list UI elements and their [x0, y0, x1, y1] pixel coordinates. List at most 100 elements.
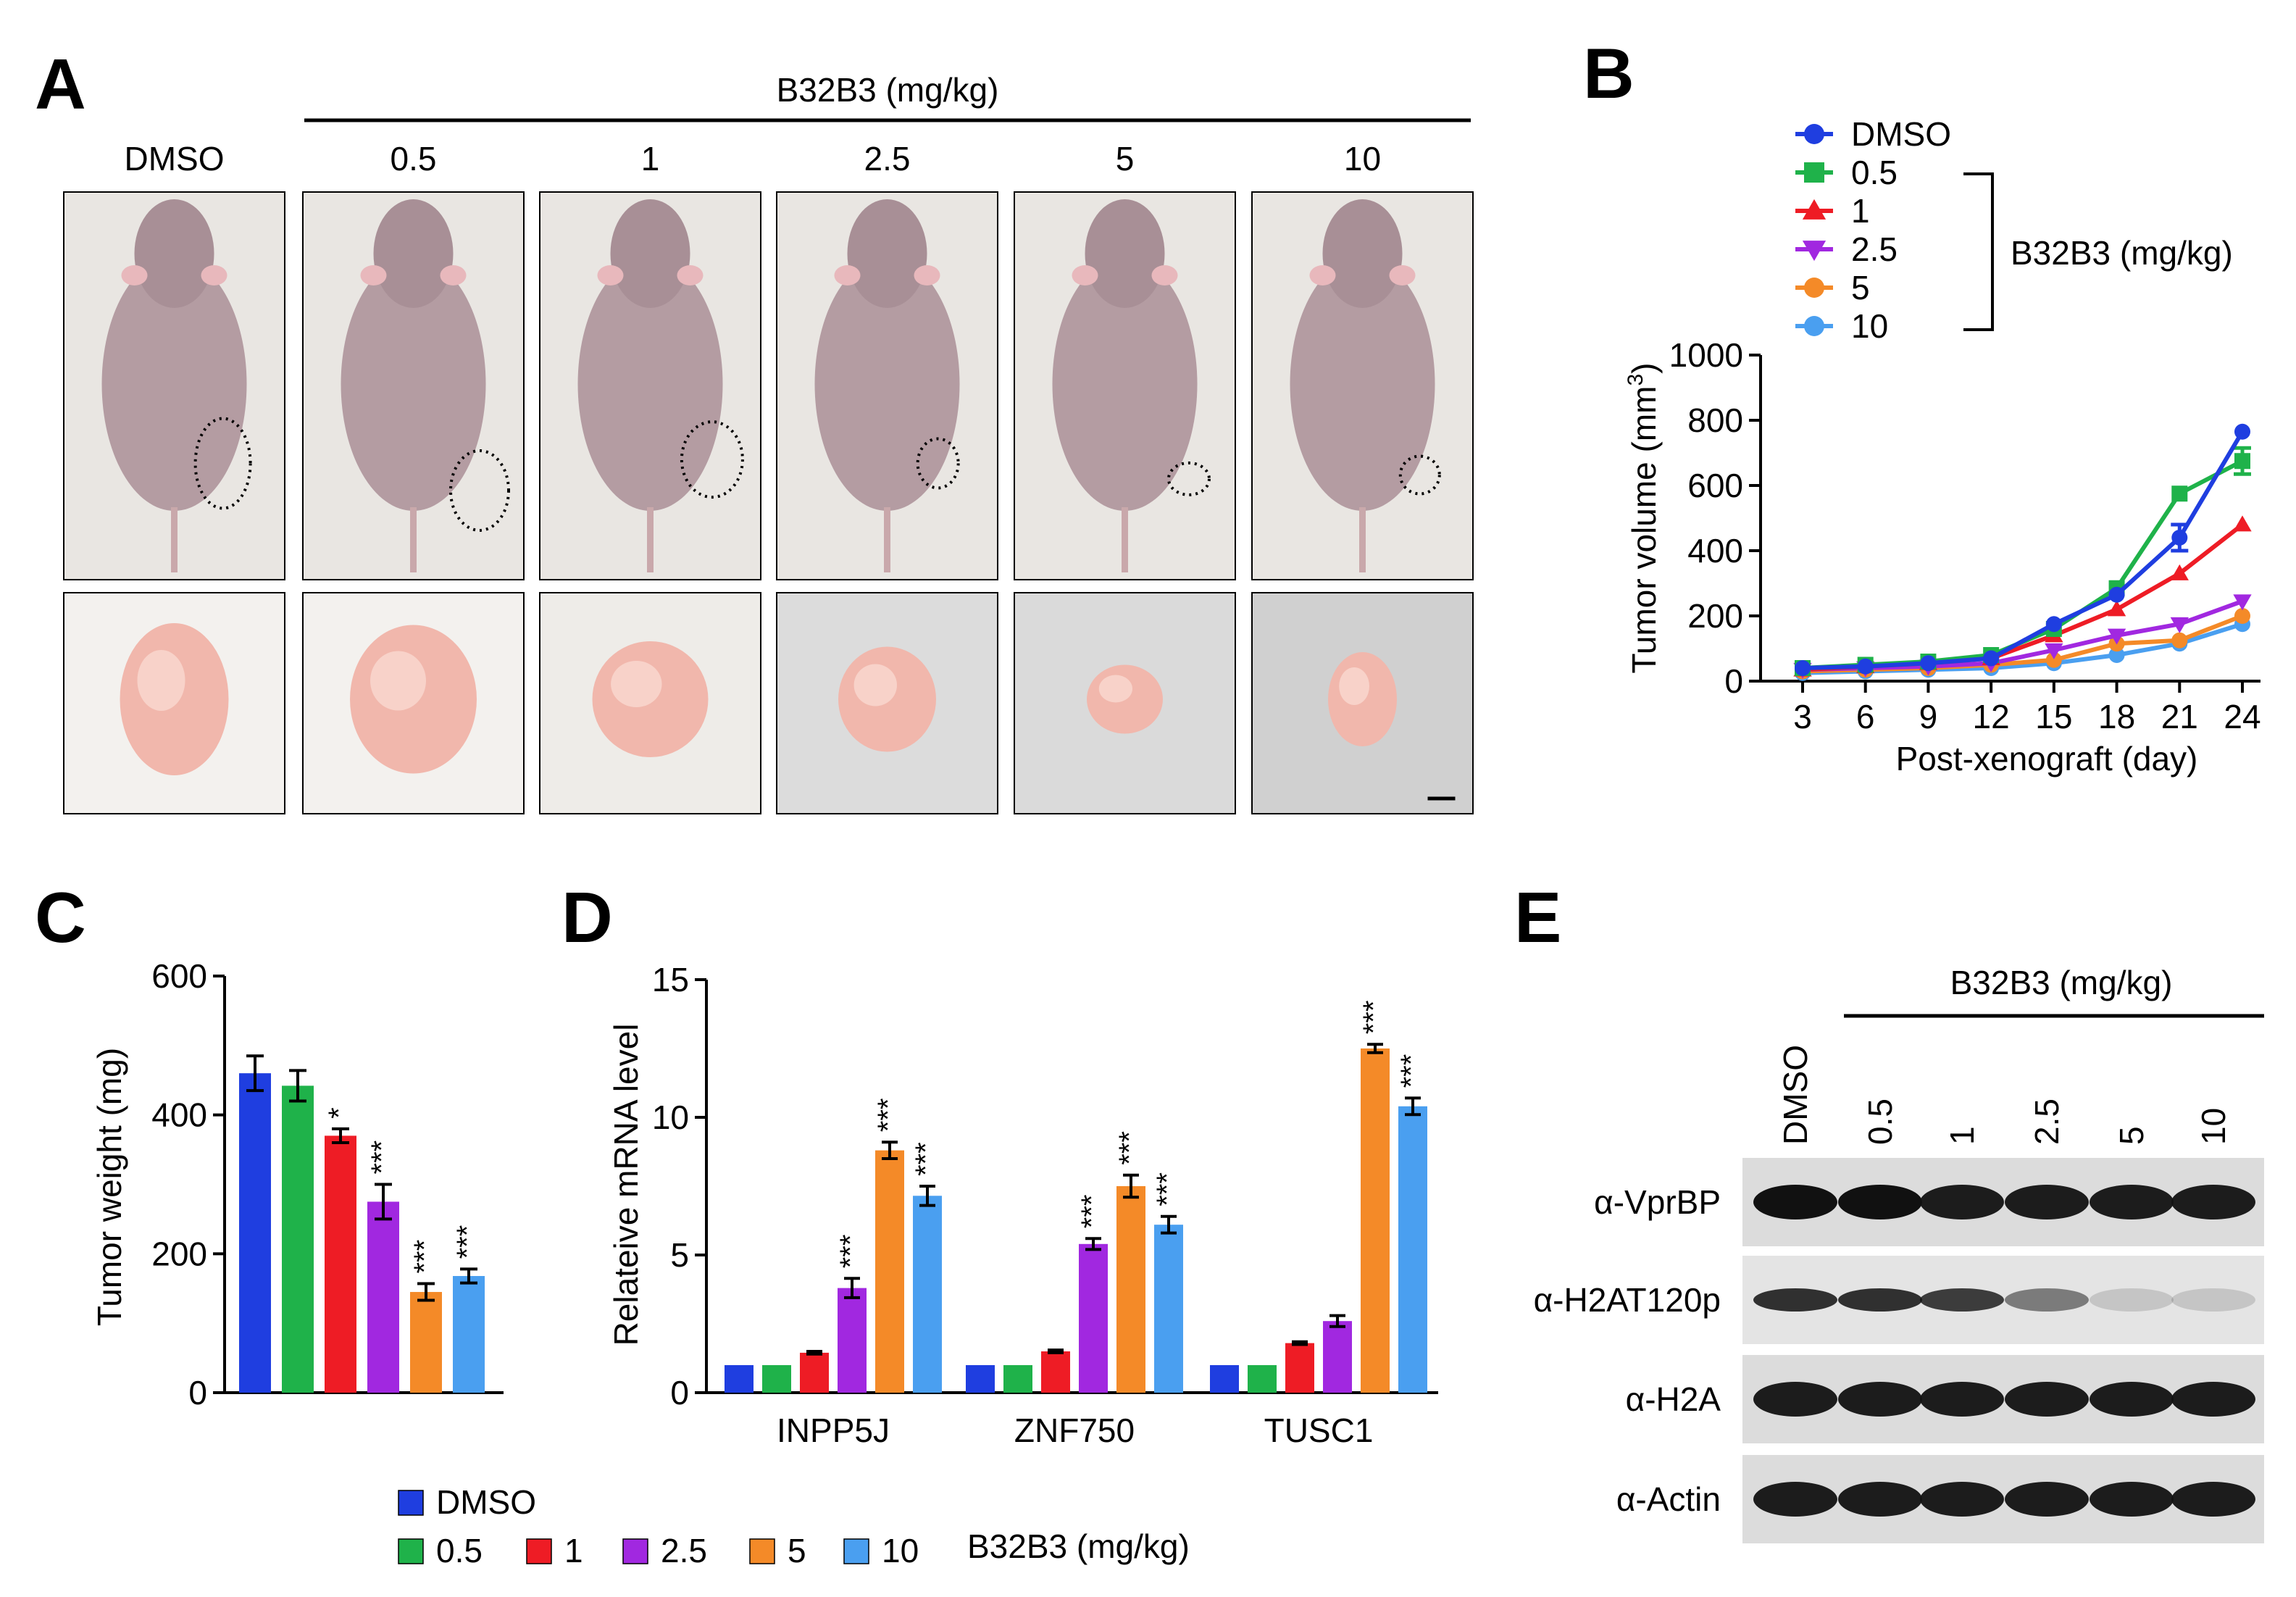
tumor-dotted-outline [193, 417, 252, 510]
blot-band [2090, 1185, 2174, 1219]
legend-swatch-DMSO [398, 1490, 424, 1516]
mouse-ear [360, 265, 387, 285]
significance-mark: *** [872, 1098, 904, 1132]
bottom-legend-suffix: B32B3 (mg/kg) [967, 1527, 1190, 1565]
data-point [1983, 650, 2000, 667]
panel-d-y-tick-label: 5 [670, 1236, 689, 1274]
bar-5 [875, 1150, 904, 1393]
bar-DMSO [239, 1073, 271, 1393]
blot-band [1920, 1288, 2004, 1312]
panel-b-x-tick-label: 9 [1919, 698, 1938, 735]
blot-label: α-H2A [1626, 1380, 1721, 1418]
legend-marker [1802, 241, 1827, 262]
panel-e-lane-label: 1 [1943, 1126, 1981, 1145]
blot-band [2171, 1482, 2255, 1517]
panel-b-y-tick-label: 1000 [1669, 336, 1743, 374]
data-point [2107, 600, 2126, 617]
significance-mark: *** [1358, 1001, 1390, 1035]
mouse-ear [1309, 265, 1336, 285]
tumor-highlight [1098, 675, 1132, 703]
blot-band [1838, 1482, 1922, 1517]
panel-d-axes: 0 5 10 15 INPP5J ZNF750 TUSC1 [652, 961, 1438, 1449]
legend-label: 10 [1851, 307, 1888, 345]
series-line-DMSO [1802, 430, 2245, 670]
panel-b-axes: 0 200 400 600 800 1000 3 6 9 12 15 18 21 24 [1669, 336, 2261, 735]
significance-mark: *** [835, 1235, 867, 1269]
bar-5 [1361, 1048, 1390, 1393]
panel-b-y-tick-label: 0 [1724, 662, 1743, 700]
mouse-ear [914, 265, 940, 285]
panel-b-x-tick-label: 15 [2035, 698, 2072, 735]
legend-label: 1 [1851, 192, 1870, 230]
panel-c-letter: C [35, 877, 86, 957]
bar-DMSO [966, 1365, 995, 1393]
data-point [2234, 608, 2250, 624]
bar-0.5 [1003, 1365, 1032, 1393]
significance-mark: *** [1151, 1172, 1183, 1206]
data-point [2234, 423, 2250, 440]
mouse-body [814, 257, 960, 511]
blot-band [2005, 1288, 2089, 1312]
data-point [2171, 632, 2188, 649]
panel-a-group-label: 5 [1116, 140, 1135, 178]
panel-d-plot: ************************ [725, 1001, 1427, 1393]
bar-10 [1398, 1106, 1427, 1393]
legend-label: 10 [882, 1532, 919, 1569]
panel-b-xlabel: Post-xenograft (day) [1896, 740, 2198, 777]
mouse-head [373, 199, 454, 308]
legend-label: 0.5 [436, 1532, 483, 1569]
legend-marker [1804, 162, 1824, 183]
legend-label: 1 [564, 1532, 583, 1569]
blot-band [1753, 1185, 1837, 1219]
blot-band [1838, 1382, 1922, 1417]
data-point [2108, 647, 2125, 663]
panel-a-group-label: 0.5 [391, 140, 437, 178]
mouse-ear [1389, 265, 1416, 285]
panel-b-y-tick-label: 800 [1687, 401, 1743, 439]
tumor-highlight [370, 651, 426, 711]
tumor-dotted-outline [680, 420, 744, 499]
legend-swatch-5 [749, 1538, 775, 1564]
blot-band [1920, 1482, 2004, 1517]
significance-mark: *** [1076, 1194, 1108, 1228]
blot-band [2090, 1482, 2174, 1517]
legend-label: 0.5 [1851, 154, 1898, 191]
blot-band [2005, 1382, 2089, 1417]
significance-mark: *** [409, 1240, 441, 1274]
data-point [2233, 515, 2252, 532]
mouse-body [1052, 257, 1198, 511]
bar-2.5 [1323, 1321, 1352, 1393]
data-point [2045, 616, 2062, 633]
data-point [2170, 564, 2189, 580]
significance-mark: *** [1114, 1131, 1145, 1165]
legend-swatch-1 [526, 1538, 552, 1564]
blot-band [2171, 1185, 2255, 1219]
bar-10 [453, 1276, 485, 1393]
tumor-dotted-outline [1166, 461, 1211, 496]
mouse-head [134, 199, 214, 308]
significance-mark: *** [366, 1141, 398, 1175]
blot-band [1920, 1382, 2004, 1417]
panel-d-letter: D [562, 877, 613, 957]
bar-2.5 [1079, 1243, 1108, 1393]
panel-c-y-tick-label: 600 [151, 957, 207, 995]
blot-label: α-VprBP [1594, 1183, 1721, 1221]
blot-band [1838, 1185, 1922, 1219]
legend-label: 5 [1851, 269, 1870, 307]
bar-0.5 [282, 1085, 314, 1393]
bar-1 [1041, 1351, 1070, 1393]
tumor-highlight [611, 661, 662, 707]
panel-e-lane-label: 2.5 [2028, 1098, 2066, 1145]
panel-d-category-label: TUSC1 [1264, 1412, 1374, 1449]
bar-DMSO [1210, 1365, 1239, 1393]
legend-marker [1804, 316, 1824, 336]
panel-b-y-tick-label: 200 [1687, 597, 1743, 635]
panel-e-lane-label: DMSO [1777, 1045, 1814, 1145]
panel-a-columns: DMSO 0.5 1 2.5 5 10 [63, 140, 1474, 814]
panel-b-x-tick-label: 3 [1793, 698, 1812, 735]
tumor-highlight [137, 650, 185, 711]
bar-0.5 [1248, 1365, 1277, 1393]
